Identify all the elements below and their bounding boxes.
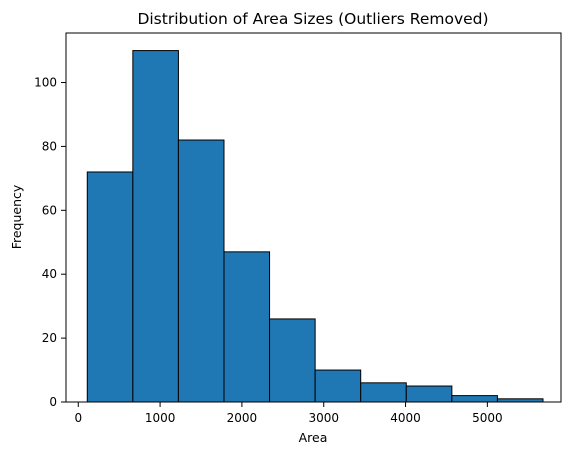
- chart-title: Distribution of Area Sizes (Outliers Rem…: [137, 10, 488, 28]
- y-tick-label: 60: [42, 203, 57, 217]
- histogram-bar: [360, 382, 407, 403]
- x-tick-label: 0: [74, 411, 82, 425]
- axes-frame: [65, 32, 562, 403]
- x-tick-label: 4000: [390, 411, 421, 425]
- histogram-bar: [314, 369, 362, 403]
- y-axis-label: Frequency: [9, 184, 24, 249]
- histogram-bar: [405, 385, 453, 403]
- histogram-bar: [223, 251, 271, 403]
- histogram-bar: [86, 171, 134, 403]
- histogram-bar: [177, 139, 225, 403]
- y-tick-label: 20: [42, 331, 57, 345]
- y-tick-label: 80: [42, 139, 57, 153]
- x-tick-label: 3000: [308, 411, 339, 425]
- y-tick-label: 40: [42, 267, 57, 281]
- y-tick-label: 0: [49, 395, 57, 409]
- x-tick-label: 1000: [145, 411, 176, 425]
- histogram-bar: [451, 395, 498, 403]
- bars-layer: [86, 50, 544, 403]
- x-ticks-layer: 0 1000 2000 3000 4000 5000: [74, 402, 503, 425]
- x-tick-label: 5000: [472, 411, 503, 425]
- y-ticks-layer: 0 20 40 60 80 100: [34, 76, 66, 409]
- x-tick-label: 2000: [227, 411, 258, 425]
- histogram-bar: [132, 50, 179, 403]
- y-tick-label: 100: [34, 76, 57, 90]
- axes-layer: [65, 32, 562, 403]
- histogram-bar: [269, 318, 316, 403]
- x-axis-label: Area: [299, 430, 328, 445]
